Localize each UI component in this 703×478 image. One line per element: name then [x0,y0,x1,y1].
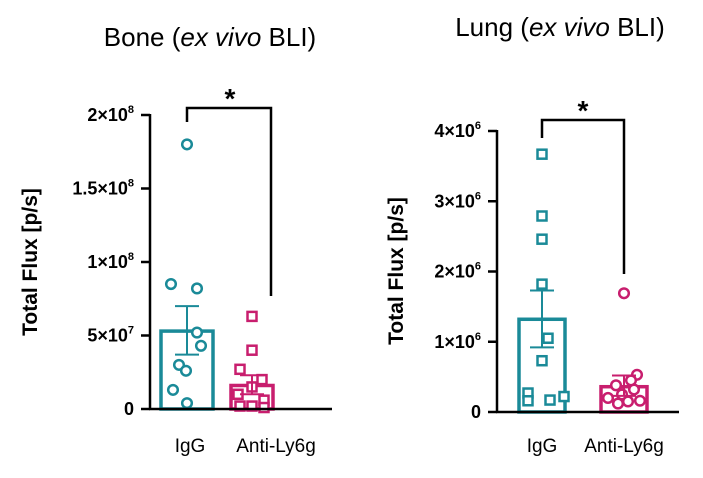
lung-y-tick-label-3: 3×106 [434,190,481,211]
bone-point-anti-ly6g-0 [246,310,258,323]
bone-point-anti-ly6g-2 [234,363,246,376]
lung-point-anti-ly6g-6 [601,391,615,405]
lung-y-tick-label-1: 1×106 [434,331,481,352]
lung-y-tick-label-0: 0 [471,402,481,422]
lung-point-anti-ly6g-0 [617,287,631,300]
bone-title: Bone (ex vivo BLI) [104,22,316,52]
lung-point-igg-4 [542,332,554,344]
bone-error-bars [175,305,264,396]
bone-point-igg-8 [180,397,194,410]
bone-y-tick-label-3: 1.5×108 [72,178,134,199]
lung-y-tick-label-4: 4×106 [434,120,481,141]
lung-category-label-anti-ly6g: Anti-Ly6g [584,436,664,457]
lung-error-bars [530,289,636,397]
lung-point-igg-2 [536,233,548,245]
lung-point-anti-ly6g-3 [609,379,623,392]
lung-panel: Lung (ex vivo BLI) Total Flux [p/s] 0 1×1… [385,12,679,457]
bone-point-anti-ly6g-9 [258,401,270,414]
bone-point-igg-1 [164,278,178,291]
lung-y-tick-label-2: 2×106 [434,261,481,282]
bone-significance-bracket [185,106,273,296]
bone-point-igg-4 [194,339,208,352]
lung-y-ticks: 0 1×106 2×106 3×106 4×106 [434,120,497,422]
lung-point-igg-1 [536,210,548,222]
bone-point-igg-2 [190,282,204,295]
lung-point-anti-ly6g-7 [633,394,647,407]
lung-y-axis-label: Total Flux [p/s] [385,197,408,345]
bone-point-anti-ly6g-7 [234,400,246,412]
lung-point-anti-ly6g-8 [621,395,635,408]
lung-point-igg-3 [536,278,548,290]
bone-points [164,138,270,414]
lung-category-label-igg: IgG [527,436,558,457]
bone-point-igg-7 [166,383,180,396]
bone-point-igg-6 [179,364,193,377]
lung-title: Lung (ex vivo BLI) [455,12,665,42]
bone-y-axis-label: Total Flux [p/s] [19,188,42,336]
lung-point-igg-0 [536,148,548,160]
bone-significance-star: * [225,83,236,114]
lung-significance-star: * [578,95,589,126]
lung-point-anti-ly6g-9 [611,397,625,410]
lung-significance-bracket [540,118,626,274]
bone-y-ticks: 0 5×107 1×108 1.5×108 2×108 [72,104,150,419]
bone-point-igg-0 [180,138,194,151]
lung-point-igg-7 [558,390,570,403]
bone-y-tick-label-1: 5×107 [87,325,134,346]
lung-point-igg-5 [536,354,548,367]
bone-point-anti-ly6g-8 [246,400,258,412]
bone-panel: Bone (ex vivo BLI) Total Flux [p/s] 0 5×1… [19,22,332,457]
bone-y-tick-label-2: 1×108 [87,251,134,272]
bone-category-label-anti-ly6g: Anti-Ly6g [236,436,316,457]
lung-point-igg-8 [544,394,556,406]
bone-y-tick-label-4: 2×108 [87,104,134,125]
lung-point-igg-9 [522,395,534,407]
lung-points [522,148,647,410]
bone-point-igg-3 [190,326,204,339]
lung-point-anti-ly6g-4 [627,383,641,396]
bone-point-anti-ly6g-3 [256,373,268,386]
bone-y-tick-label-0: 0 [124,399,134,419]
bone-category-label-igg: IgG [175,436,206,457]
bone-point-anti-ly6g-1 [246,344,258,356]
